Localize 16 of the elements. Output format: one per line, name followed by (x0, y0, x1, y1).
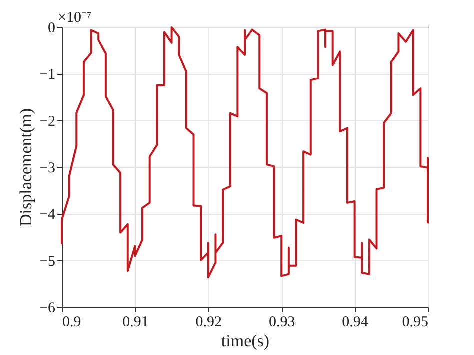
x-tick-label: 0.95 (402, 314, 428, 330)
y-tick-label: −3 (40, 160, 56, 176)
x-axis-title: time(s) (221, 332, 270, 350)
x-tick-label: 0.91 (122, 314, 149, 330)
y-tick-label: −5 (40, 254, 56, 270)
x-tick-label: 0.92 (196, 314, 222, 330)
y-tick-label: −2 (40, 114, 56, 130)
y-axis-title: Displacement(m) (16, 108, 36, 227)
text: ×10⁻⁷ (58, 10, 92, 26)
y-tick-label: 0 (48, 20, 56, 36)
y-tick-label: −4 (40, 207, 56, 224)
x-tick-label: 0.93 (268, 314, 296, 330)
y-tick-label: −6 (40, 300, 56, 316)
x-tick-label: 0.9 (62, 314, 82, 330)
x-tick-label: 0.94 (342, 314, 369, 330)
y-tick-label: −1 (40, 67, 56, 84)
